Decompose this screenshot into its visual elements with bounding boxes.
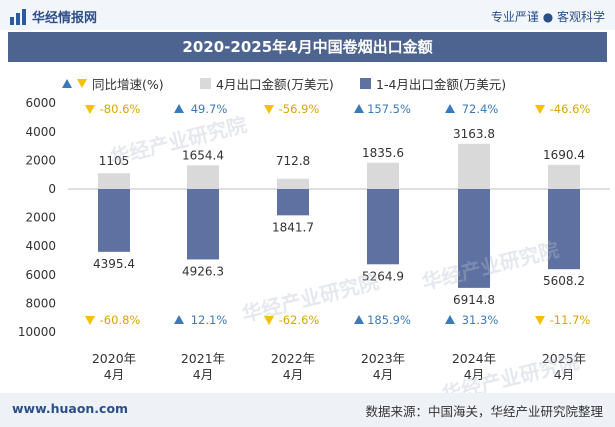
ytd-bar bbox=[367, 189, 399, 265]
site-name: 华经情报网 bbox=[32, 11, 98, 26]
ytd-growth-label: 185.9% bbox=[367, 313, 411, 327]
legend: 同比增速(%) 4月出口金额(万美元) 1-4月出口金额(万美元) bbox=[0, 72, 615, 94]
y-tick-label: 2000 bbox=[25, 211, 56, 225]
ytd-value-label: 1841.7 bbox=[272, 220, 314, 234]
ytd-growth-label: -60.8% bbox=[100, 313, 141, 327]
x-category-label: 2021年 bbox=[181, 351, 225, 366]
april-growth-label: -56.9% bbox=[279, 102, 320, 116]
y-tick-label: 8000 bbox=[25, 296, 56, 310]
x-category-label: 2020年 bbox=[92, 351, 136, 366]
ytd-value-label: 6914.8 bbox=[453, 293, 495, 307]
ytd-bar bbox=[277, 189, 309, 216]
footer: www.huaon.com 数据来源：中国海关，华经产业研究院整理 bbox=[0, 393, 615, 427]
ytd-bar bbox=[458, 189, 490, 288]
up-triangle-icon bbox=[354, 104, 364, 113]
up-triangle-icon bbox=[174, 315, 184, 324]
ytd-bar bbox=[98, 189, 130, 252]
top-bar: 华经情报网 专业严谨 ● 客观科学 bbox=[0, 0, 615, 30]
april-bar bbox=[458, 143, 490, 189]
april-bar bbox=[367, 162, 399, 189]
y-tick-label: 6000 bbox=[25, 96, 56, 110]
legend-april: 4月出口金额(万美元) bbox=[200, 74, 334, 93]
april-growth-label: 157.5% bbox=[367, 102, 411, 116]
down-triangle-icon bbox=[264, 105, 274, 114]
down-triangle-icon bbox=[77, 79, 87, 88]
x-category-label: 4月 bbox=[373, 367, 393, 382]
x-category-label: 4月 bbox=[283, 367, 303, 382]
x-category-label: 2022年 bbox=[271, 351, 315, 366]
x-category-label: 2023年 bbox=[361, 351, 405, 366]
ytd-value-label: 5264.9 bbox=[362, 269, 404, 283]
legend-april-label: 4月出口金额(万美元) bbox=[216, 77, 334, 92]
april-growth-label: -46.6% bbox=[550, 102, 591, 116]
y-tick-label: 4000 bbox=[25, 239, 56, 253]
down-triangle-icon bbox=[85, 105, 95, 114]
chart-title: 2020-2025年4月中国卷烟出口金额 bbox=[8, 32, 607, 62]
ytd-value-label: 5608.2 bbox=[543, 274, 585, 288]
april-value-label: 1654.4 bbox=[182, 148, 224, 162]
ytd-growth-label: 12.1% bbox=[191, 313, 228, 327]
ytd-growth-label: -11.7% bbox=[550, 313, 591, 327]
april-growth-label: 49.7% bbox=[191, 102, 228, 116]
up-triangle-icon bbox=[354, 315, 364, 324]
april-value-label: 1690.4 bbox=[543, 148, 585, 162]
x-category-label: 4月 bbox=[193, 367, 213, 382]
april-value-label: 3163.8 bbox=[453, 127, 495, 141]
up-triangle-icon bbox=[62, 79, 72, 88]
april-bar bbox=[187, 165, 219, 189]
legend-ytd-swatch bbox=[360, 78, 371, 89]
x-category-label: 4月 bbox=[554, 367, 574, 382]
april-growth-label: -80.6% bbox=[100, 102, 141, 116]
y-tick-label: 6000 bbox=[25, 268, 56, 282]
down-triangle-icon bbox=[264, 316, 274, 325]
legend-ytd: 1-4月出口金额(万美元) bbox=[360, 74, 506, 93]
legend-ytd-label: 1-4月出口金额(万美元) bbox=[376, 77, 507, 92]
x-category-label: 4月 bbox=[104, 367, 124, 382]
chart-area: 6000 4000 2000 0 2000 4000 6000 8000 10000 1105 43… bbox=[18, 96, 610, 382]
up-triangle-icon bbox=[174, 104, 184, 113]
legend-growth: 同比增速(%) bbox=[62, 74, 164, 93]
y-tick-label: 2000 bbox=[25, 153, 56, 167]
ytd-growth-label: 31.3% bbox=[462, 313, 499, 327]
site-logo[interactable]: 华经情报网 bbox=[10, 7, 97, 26]
april-growth-label: 72.4% bbox=[462, 102, 499, 116]
april-bar bbox=[98, 173, 130, 189]
april-bar bbox=[277, 178, 309, 189]
april-value-label: 1105 bbox=[99, 154, 130, 168]
header-tags: 专业严谨 ● 客观科学 bbox=[490, 10, 605, 24]
ytd-growth-label: -62.6% bbox=[279, 313, 320, 327]
down-triangle-icon bbox=[535, 105, 545, 114]
data-source: 数据来源：中国海关，华经产业研究院整理 bbox=[365, 404, 603, 419]
up-triangle-icon bbox=[445, 104, 455, 113]
ytd-value-label: 4395.4 bbox=[93, 257, 135, 271]
ytd-bar bbox=[187, 189, 219, 260]
april-bar bbox=[548, 164, 580, 189]
ytd-bar bbox=[548, 189, 580, 270]
logo-icon bbox=[10, 8, 26, 25]
down-triangle-icon bbox=[85, 316, 95, 325]
april-value-label: 1835.6 bbox=[362, 146, 404, 160]
y-tick-label: 4000 bbox=[25, 125, 56, 139]
april-value-label: 712.8 bbox=[276, 154, 310, 168]
website-link[interactable]: www.huaon.com bbox=[12, 401, 129, 416]
ytd-value-label: 4926.3 bbox=[182, 264, 224, 278]
x-category-label: 4月 bbox=[464, 367, 484, 382]
x-category-label: 2024年 bbox=[452, 351, 496, 366]
y-tick-label: 10000 bbox=[18, 325, 56, 339]
down-triangle-icon bbox=[535, 316, 545, 325]
y-tick-label: 0 bbox=[48, 182, 56, 196]
legend-april-swatch bbox=[200, 78, 211, 89]
up-triangle-icon bbox=[445, 315, 455, 324]
legend-growth-label: 同比增速(%) bbox=[92, 77, 164, 92]
x-category-label: 2025年 bbox=[542, 351, 586, 366]
